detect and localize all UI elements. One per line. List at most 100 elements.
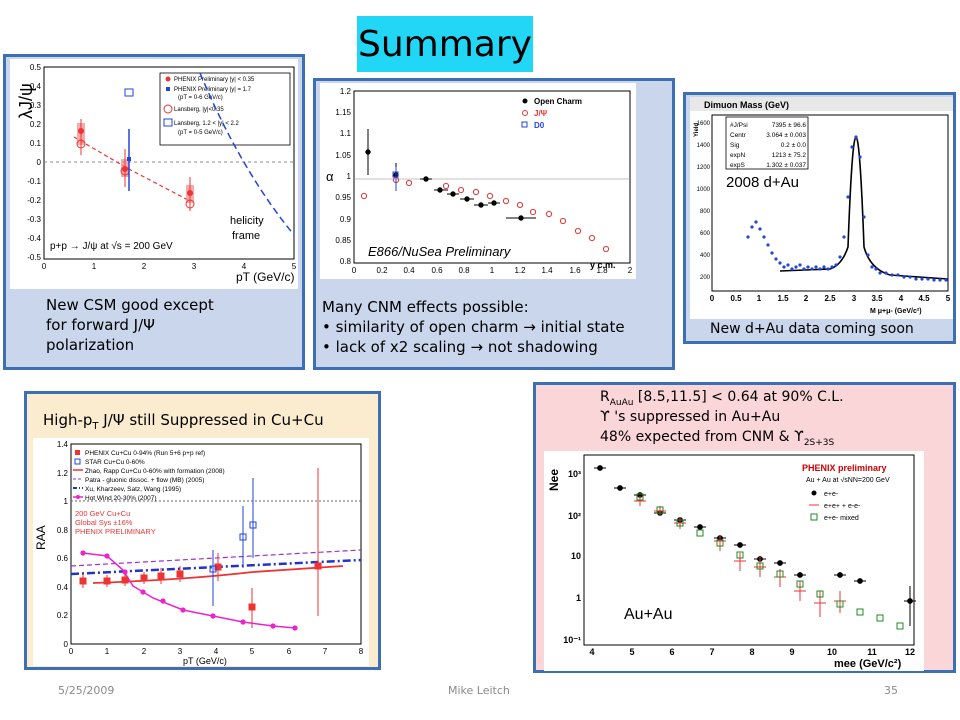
xtick: 0.6 [431, 266, 443, 275]
stat-name: expS [730, 162, 745, 169]
xtick: 3 [852, 294, 857, 303]
caption-line: for forward J/Ψ [46, 316, 155, 334]
caption-line: New CSM good except [46, 296, 214, 314]
cnm-annotation: E866/NuSea Preliminary [368, 244, 512, 259]
dimuon-header: Dimuon Mass (GeV) [704, 100, 789, 110]
ytick: 10² [568, 511, 581, 521]
ytick: 1000 [697, 187, 711, 193]
ytick: 800 [700, 209, 711, 215]
ytick: 1.2 [57, 469, 69, 478]
xtick: 0.2 [376, 266, 388, 275]
xtick: 8 [749, 647, 754, 657]
legend-entry: J/Ψ [534, 109, 548, 118]
xtick: 11 [867, 647, 877, 657]
legend-entry: (pT = 0-6 GeV/c) [178, 95, 223, 101]
ytick: 0.1 [30, 139, 42, 148]
ytick: 10⁻¹ [563, 635, 581, 645]
ytick: -0.4 [27, 234, 41, 243]
cucu-note: Global Sys ±16% [75, 518, 133, 527]
dau-caption: New d+Au data coming soon [710, 321, 914, 337]
stat-value: 1213 ± 75.2 [772, 152, 807, 159]
dimuon-ylabel: Yield [694, 123, 700, 137]
legend-entry: STAR Cu+Cu 0-60% [85, 459, 145, 466]
upsilon-plot: Nee 10³ 10² 10 1 10⁻¹ 4 5 6 7 8 9 10 11 … [544, 451, 924, 671]
legend-entry: Lansberg, |y|<0.35 [174, 107, 224, 113]
xtick: 2 [142, 262, 147, 271]
ytick: 1 [64, 497, 69, 506]
ytick: 0.2 [57, 611, 69, 620]
xtick: 3.5 [871, 294, 883, 303]
xtick: 0.5 [730, 294, 742, 303]
ytick: 0.9 [340, 215, 352, 224]
legend-entry: Lansberg, 1.2 < |y| < 2.2 [174, 121, 239, 127]
panel-dau: Dimuon Mass (GeV) Yield 1600 1400 1200 1… [683, 92, 956, 344]
cucu-note: PHENIX PRELIMINARY [75, 527, 156, 536]
upsilon-header-line: RAuAu [8.5,11.5] < 0.64 at 90% C.L. [600, 389, 844, 408]
xtick: 2 [628, 266, 633, 275]
dimuon-plot: Dimuon Mass (GeV) Yield 1600 1400 1200 1… [690, 97, 953, 319]
caption-line: • lack of x2 scaling → not shadowing [322, 338, 598, 356]
xtick: 3 [178, 647, 183, 656]
ytick: -0.1 [27, 177, 41, 186]
legend-entry: D0 [534, 121, 545, 130]
xtick: 1.8 [596, 266, 608, 275]
ytick: 0.4 [30, 82, 42, 91]
xtick: 1 [757, 294, 762, 303]
ytick: 0.5 [30, 63, 42, 72]
panel-cucu: High-pT J/Ψ still Suppressed in Cu+Cu RA… [24, 391, 381, 670]
legend-entry: Zhao, Rapp Cu+Cu 0-60% with formation (2… [85, 468, 225, 475]
legend-entry: e+e- mixed [824, 515, 859, 522]
xtick: 0.4 [403, 266, 415, 275]
ytick: 0.6 [57, 554, 69, 563]
ytick: 1.05 [335, 151, 351, 160]
xtick: 7 [323, 647, 328, 656]
process-label: p+p → J/ψ at √s = 200 GeV [50, 240, 173, 252]
ytick: 1 [576, 593, 581, 603]
alpha-ylabel: α [326, 169, 334, 184]
legend-entry: e+e+ + e-e- [824, 503, 861, 510]
ytick: 0.8 [340, 257, 352, 266]
legend-entry: Hot Wind 20-30% (2007) [85, 495, 157, 502]
ytick: -0.2 [27, 196, 41, 205]
stat-value: 0.2 ± 0.0 [781, 142, 807, 149]
upsilon-plot-subtitle: Au + Au at √sNN=200 GeV [806, 476, 890, 484]
ytick: 0 [37, 158, 42, 167]
polarization-xlabel: pT (GeV/c) [236, 270, 294, 284]
xtick: 4 [589, 647, 594, 657]
xtick: 5 [946, 294, 951, 303]
ytick: 1400 [697, 143, 711, 149]
xtick: 9 [789, 647, 794, 657]
alpha-plot: α 1.2 1.15 1.1 1.05 1 0.95 0.9 0.85 0.8 … [320, 83, 636, 279]
xtick: 0 [352, 266, 357, 275]
cucu-note: 200 GeV Cu+Cu [75, 509, 130, 518]
upsilon-header-line: ϒ 's suppressed in Au+Au [600, 409, 781, 425]
xtick: 5 [250, 647, 255, 656]
alpha-xlabel: y c.m. [590, 260, 616, 270]
ytick: 10³ [568, 469, 581, 479]
ytick: -0.5 [27, 253, 41, 262]
panel-polarization: λJ/ψ 0.5 0.4 0.3 0.2 0.1 0 -0.1 -0.2 -0.… [3, 54, 305, 370]
auau-label: Au+Au [624, 606, 672, 623]
ytick: 0.3 [30, 101, 42, 110]
xtick: 12 [905, 647, 915, 657]
stat-value: 3.064 ± 0.003 [766, 132, 806, 139]
ytick: 0.85 [335, 236, 351, 245]
ytick: -0.3 [27, 215, 41, 224]
ytick: 200 [700, 275, 711, 281]
xtick: 0 [710, 294, 715, 303]
legend-entry: PHENIX Cu+Cu 0-94% (Run 5+6 p+p ref) [85, 450, 205, 457]
xtick: 1.2 [514, 266, 526, 275]
upsilon-xlabel: mee (GeV/c²) [834, 658, 902, 670]
ytick: 1600 [697, 121, 711, 127]
ytick: 400 [700, 253, 711, 259]
panel-upsilon: RAuAu [8.5,11.5] < 0.64 at 90% C.L. ϒ 's… [533, 382, 956, 673]
xtick: 4 [242, 262, 247, 271]
xtick: 1 [105, 647, 110, 656]
xtick: 0 [42, 262, 47, 271]
ytick: 600 [700, 231, 711, 237]
xtick: 10 [827, 647, 837, 657]
frame-label: helicity [230, 215, 264, 227]
polarization-ylabel: λJ/ψ [16, 83, 36, 119]
ytick: 1.1 [340, 129, 352, 138]
dimuon-xlabel: M μ+μ- (GeV/c²) [870, 308, 922, 315]
